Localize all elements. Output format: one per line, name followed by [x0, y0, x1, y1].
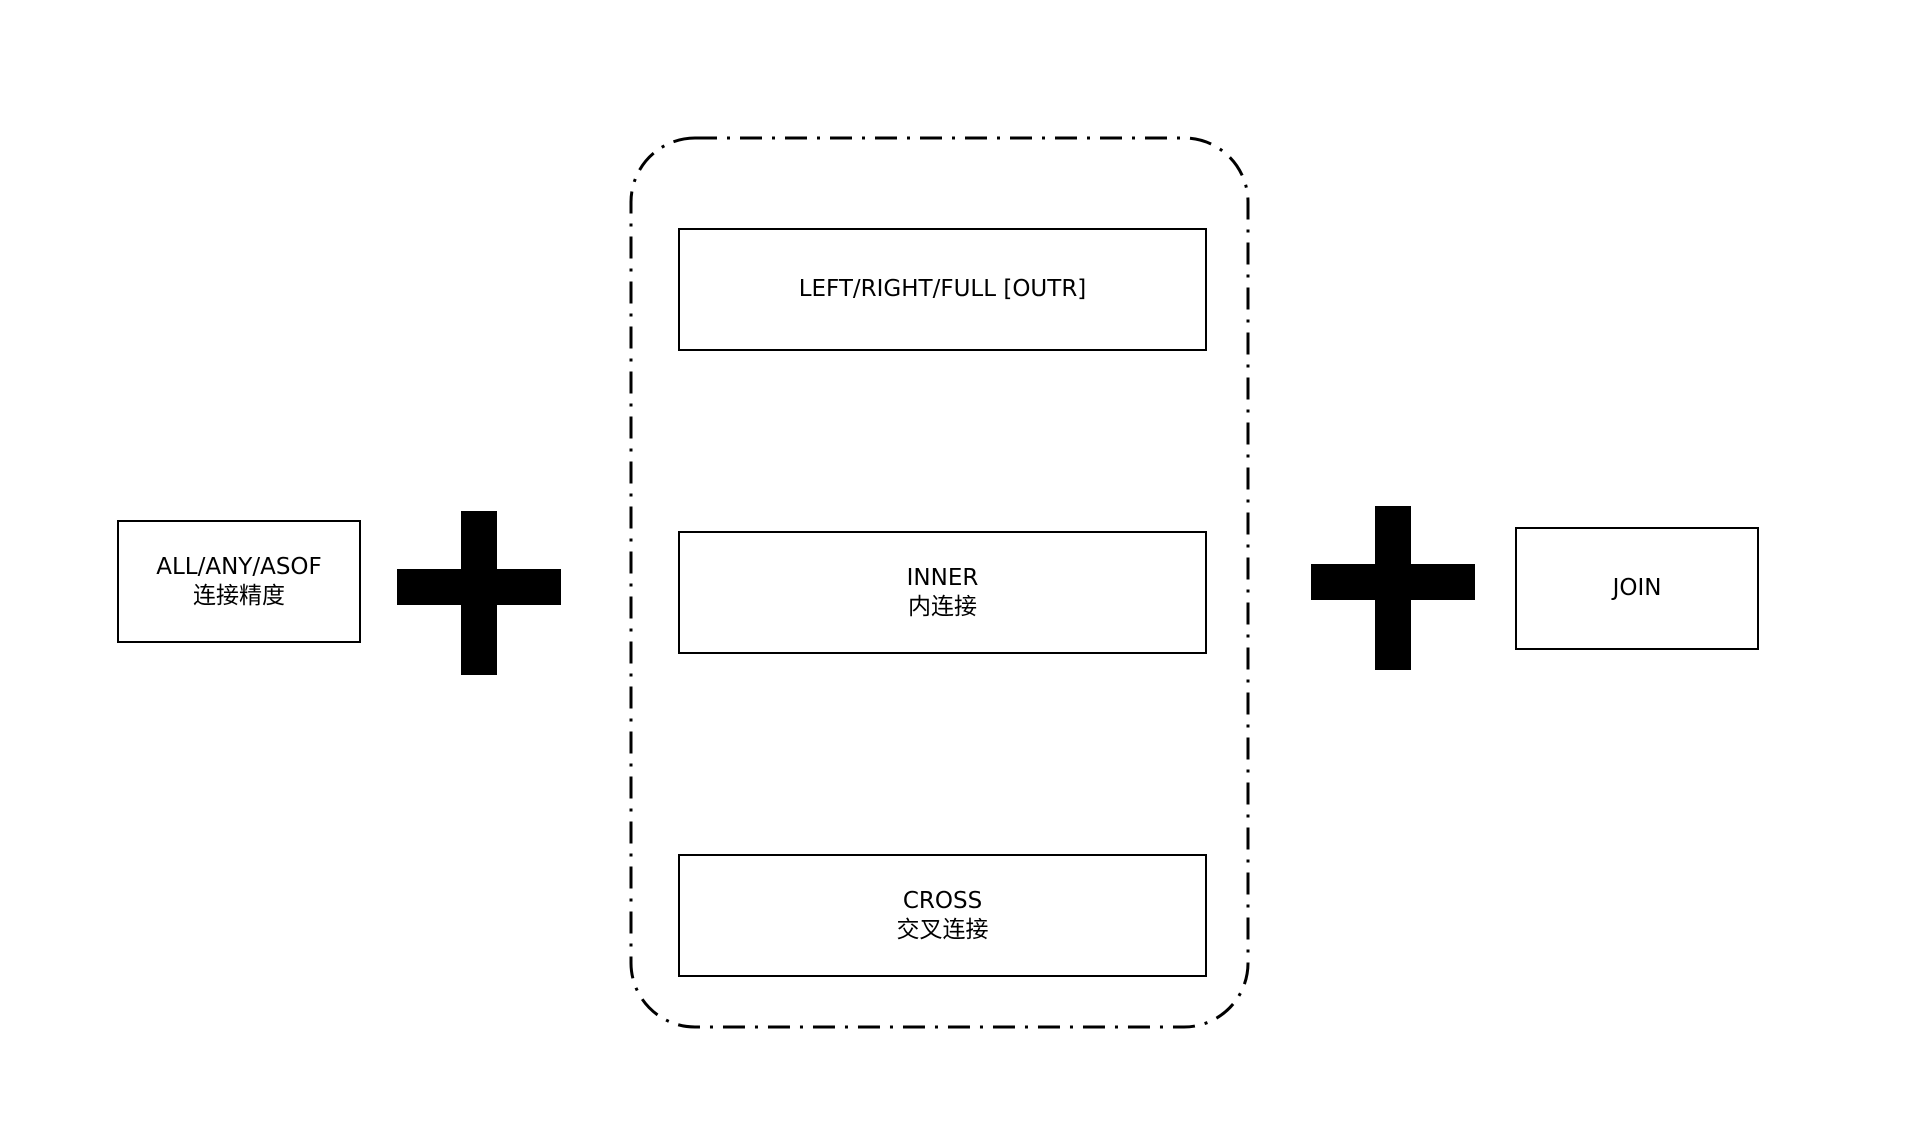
inner-join-label: INNER — [906, 564, 979, 591]
outer-join-box: LEFT/RIGHT/FULL [OUTR] — [678, 228, 1207, 351]
join-precision-label: ALL/ANY/ASOF — [156, 553, 322, 580]
outer-join-label: LEFT/RIGHT/FULL [OUTR] — [798, 276, 1087, 302]
plus-icon — [1311, 506, 1475, 670]
join-keyword-box: JOIN — [1515, 527, 1759, 650]
inner-join-sublabel: 内连接 — [908, 593, 977, 620]
dashed-group-border — [629, 136, 1250, 1029]
plus-icon-vertical-bar — [1375, 506, 1411, 670]
inner-join-box: INNER 内连接 — [678, 531, 1207, 654]
plus-icon-vertical-bar — [461, 511, 497, 675]
plus-icon — [397, 511, 561, 675]
cross-join-label: CROSS — [902, 887, 983, 914]
join-precision-box: ALL/ANY/ASOF 连接精度 — [117, 520, 361, 643]
cross-join-sublabel: 交叉连接 — [896, 916, 989, 943]
cross-join-box: CROSS 交叉连接 — [678, 854, 1207, 977]
join-precision-sublabel: 连接精度 — [193, 582, 285, 609]
join-keyword-label: JOIN — [1612, 575, 1662, 601]
